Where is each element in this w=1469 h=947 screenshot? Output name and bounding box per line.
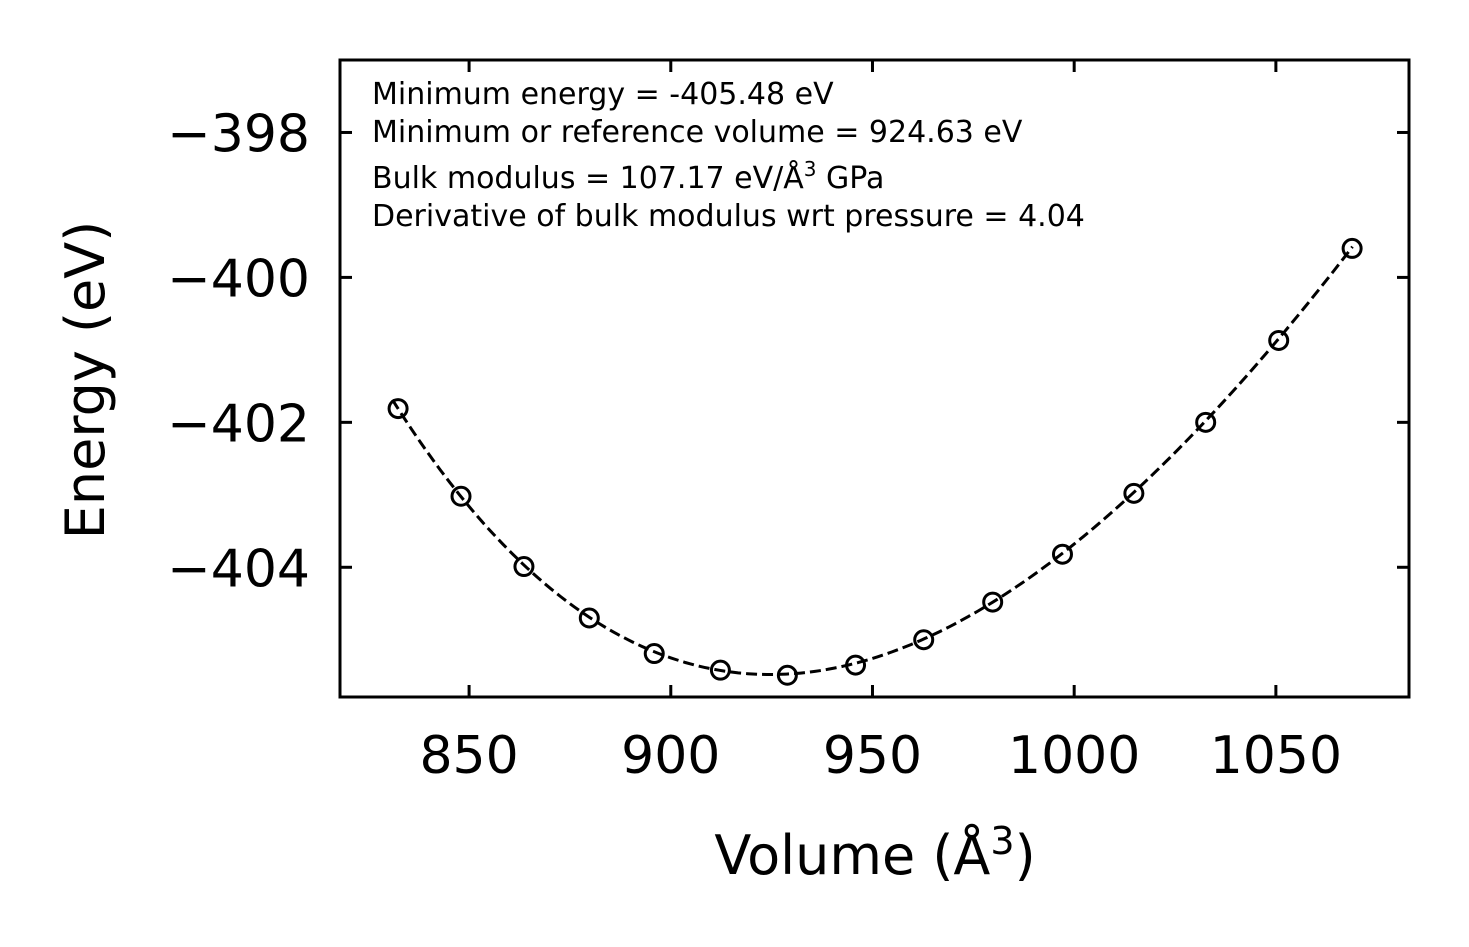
y-axis-label: Energy (eV) — [54, 221, 117, 540]
annotation-min-energy: Minimum energy = -405.48 eV — [372, 77, 834, 112]
data-point — [1341, 237, 1363, 259]
annotation-bulk-sup: 3 — [804, 157, 817, 181]
x-tick-label: 1050 — [1210, 726, 1342, 786]
x-tick-label: 1000 — [1008, 726, 1140, 786]
data-point — [578, 607, 600, 629]
data-point — [450, 485, 472, 507]
annotation-bulk-modulus: Bulk modulus = 107.17 eV/Å3 GPa — [372, 157, 884, 196]
data-point — [643, 643, 665, 665]
x-axis-label-text: Volume (Å — [714, 823, 990, 887]
x-tick-label: 950 — [823, 726, 922, 786]
data-point — [709, 659, 731, 681]
annotation-bulk-end: GPa — [817, 161, 885, 196]
y-tick-label: −400 — [167, 249, 310, 309]
annotation-min-volume: Minimum or reference volume = 924.63 eV — [372, 115, 1023, 150]
fit-curve — [391, 245, 1354, 676]
data-point — [1051, 543, 1073, 565]
x-axis-label-sup: 3 — [990, 819, 1014, 863]
data-point — [1268, 329, 1290, 351]
x-tick-label: 850 — [419, 726, 518, 786]
data-point — [1195, 411, 1217, 433]
data-point — [776, 664, 798, 686]
x-axis-label: Volume (Å3) — [714, 819, 1035, 887]
annotation-derivative: Derivative of bulk modulus wrt pressure … — [372, 199, 1085, 234]
data-point — [1123, 482, 1145, 504]
y-tick-label: −398 — [167, 104, 310, 164]
data-point — [513, 556, 535, 578]
x-tick-label: 900 — [621, 726, 720, 786]
y-tick-label: −402 — [167, 394, 310, 454]
plot-frame — [338, 58, 1411, 699]
annotation-bulk-text: Bulk modulus = 107.17 eV/Å — [372, 160, 804, 196]
x-axis-label-end: ) — [1015, 824, 1036, 887]
y-tick-label: −404 — [167, 539, 310, 599]
data-point — [387, 398, 409, 420]
data-point — [913, 629, 935, 651]
data-point — [982, 591, 1004, 613]
data-point — [845, 654, 867, 676]
